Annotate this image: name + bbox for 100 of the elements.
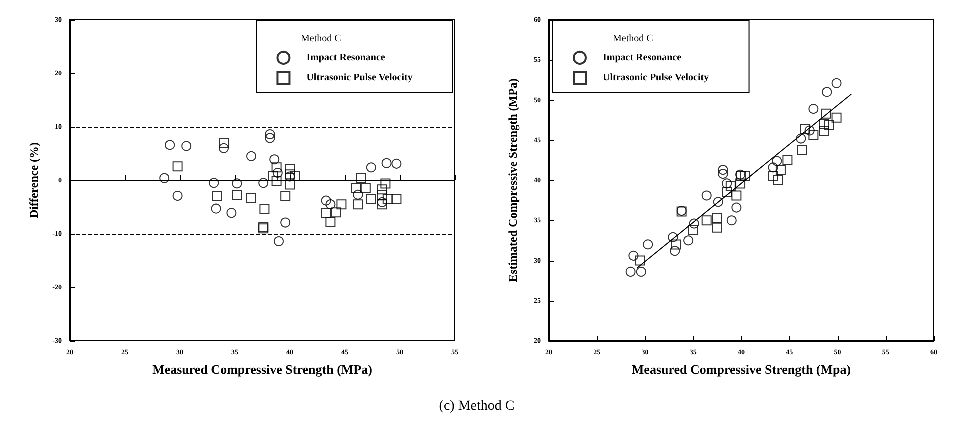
x-axis-title: Measured Compressive Strength (Mpa) (632, 362, 852, 377)
point (776, 165, 786, 176)
point (782, 155, 793, 166)
point (290, 171, 300, 182)
point (258, 178, 269, 188)
point (713, 197, 724, 208)
point (722, 178, 732, 189)
point (336, 200, 347, 210)
text: (c) Method C (438, 399, 516, 415)
point (160, 173, 170, 184)
point (272, 168, 283, 178)
y-axis-title: Estimated Compressive Strength (MPa) (506, 78, 520, 282)
point (265, 129, 276, 140)
point (270, 154, 280, 165)
point (635, 256, 646, 266)
point (819, 126, 830, 137)
point (172, 191, 183, 202)
point (732, 202, 742, 213)
point (356, 173, 366, 184)
point (360, 182, 371, 193)
point (668, 232, 678, 242)
point (226, 208, 237, 218)
point (274, 236, 284, 246)
legend-label: Impact Resonance (306, 52, 386, 64)
point (246, 193, 256, 204)
point (232, 190, 242, 200)
point (718, 165, 728, 176)
point (268, 171, 278, 182)
point (628, 250, 639, 261)
point (688, 225, 698, 236)
point (366, 194, 376, 204)
point (280, 191, 291, 202)
x-axis-title: Measured Compressive Strength (MPa) (152, 362, 372, 377)
point (285, 180, 295, 190)
point (740, 171, 750, 182)
point (796, 134, 806, 144)
point (377, 197, 388, 208)
point (768, 162, 778, 173)
legend-title: Method C (301, 34, 342, 44)
point (689, 218, 700, 229)
point (260, 204, 270, 214)
point (832, 112, 842, 123)
point (211, 204, 222, 214)
point (684, 236, 694, 246)
point (351, 182, 361, 193)
point (219, 138, 229, 148)
point (280, 218, 291, 228)
point (382, 194, 393, 204)
point (808, 104, 819, 114)
point (219, 143, 229, 154)
point (736, 178, 746, 189)
point (800, 124, 810, 134)
point (353, 200, 364, 210)
point (702, 216, 712, 226)
point (832, 78, 842, 88)
point (353, 190, 364, 200)
point (670, 246, 680, 256)
point (380, 178, 391, 189)
point (272, 176, 282, 186)
y-axis-title: Difference (%) (27, 142, 41, 219)
point (636, 266, 646, 277)
point (321, 208, 332, 218)
point (643, 240, 654, 250)
point (377, 190, 388, 200)
point (768, 171, 778, 182)
legend-label: Impact Resonance (603, 52, 682, 64)
legend-label: Ultrasonic Pulse Velocity (603, 72, 710, 84)
point (321, 196, 332, 206)
point (772, 156, 782, 166)
point (824, 120, 834, 130)
point (285, 164, 295, 174)
point (377, 200, 388, 210)
point (232, 178, 242, 189)
point (712, 213, 722, 224)
point (165, 140, 176, 150)
point (726, 216, 737, 226)
point (326, 200, 336, 210)
point (272, 162, 282, 173)
point (326, 217, 336, 228)
point (821, 108, 832, 119)
point (797, 145, 808, 156)
legend-title: Method C (613, 34, 654, 44)
point (377, 184, 388, 195)
point (265, 133, 276, 144)
point (246, 151, 256, 162)
point (382, 158, 392, 168)
point (182, 141, 192, 152)
legend-label: Ultrasonic Pulse Velocity (306, 72, 413, 84)
point (392, 158, 402, 169)
point (212, 192, 222, 202)
point (366, 162, 376, 173)
point (726, 181, 736, 192)
point (702, 190, 712, 201)
point (712, 222, 722, 233)
point (804, 126, 815, 136)
point (626, 266, 636, 277)
point (331, 208, 342, 218)
point (808, 130, 819, 141)
point (819, 119, 830, 130)
point (671, 240, 682, 250)
